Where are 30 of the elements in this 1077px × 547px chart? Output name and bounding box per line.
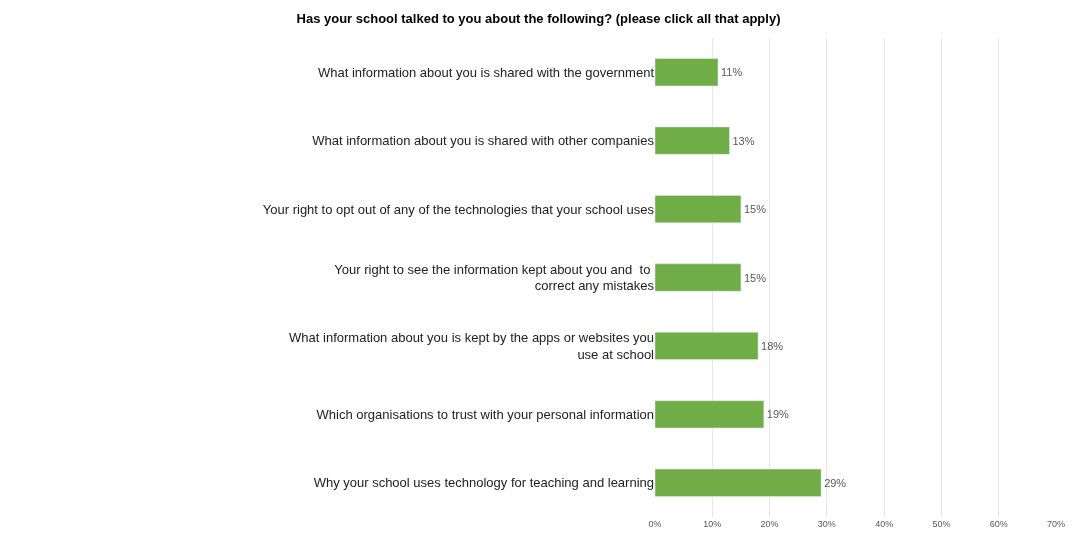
y-tick-label: What information about you is shared with other companies (312, 133, 655, 149)
bar (655, 195, 742, 224)
bar (655, 400, 765, 429)
data-label: 19% (766, 408, 790, 421)
data-label: 11% (721, 66, 743, 79)
x-tick-label: 30% (817, 519, 836, 529)
x-tick-label: 10% (703, 519, 722, 529)
x-tick-label: 50% (932, 519, 951, 529)
x-tick-label: 0% (648, 519, 662, 529)
x-tick-label: 40% (875, 519, 894, 529)
y-tick-label: Why your school uses technology for teaching and learning (313, 475, 654, 491)
y-tick-label: Your right to see the information kept about you and to correct any mistakes (334, 261, 655, 294)
data-label: 29% (824, 476, 847, 489)
y-tick-label: What information about you is shared with the government (317, 64, 655, 80)
bar (655, 126, 730, 155)
y-tick-label: Which organisations to trust with your personal information (316, 406, 654, 422)
x-tick-label: 20% (760, 519, 779, 529)
data-label: 13% (732, 134, 755, 147)
bar (655, 58, 719, 87)
bar (655, 331, 759, 360)
y-tick-label: Your right to opt out of any of the technologies that your school uses (262, 201, 655, 217)
text: Has your school talked to you about the following? (please click all that apply) (296, 10, 781, 26)
data-label: 18% (761, 339, 784, 352)
bar (655, 468, 822, 497)
y-tick-label: What information about you is kept by the apps or websites you use at school (289, 330, 655, 362)
data-label: 15% (743, 271, 767, 284)
x-tick-label: 70% (1046, 519, 1066, 529)
bar (655, 263, 742, 292)
data-label: 15% (743, 203, 767, 216)
x-tick-label: 60% (989, 519, 1008, 529)
